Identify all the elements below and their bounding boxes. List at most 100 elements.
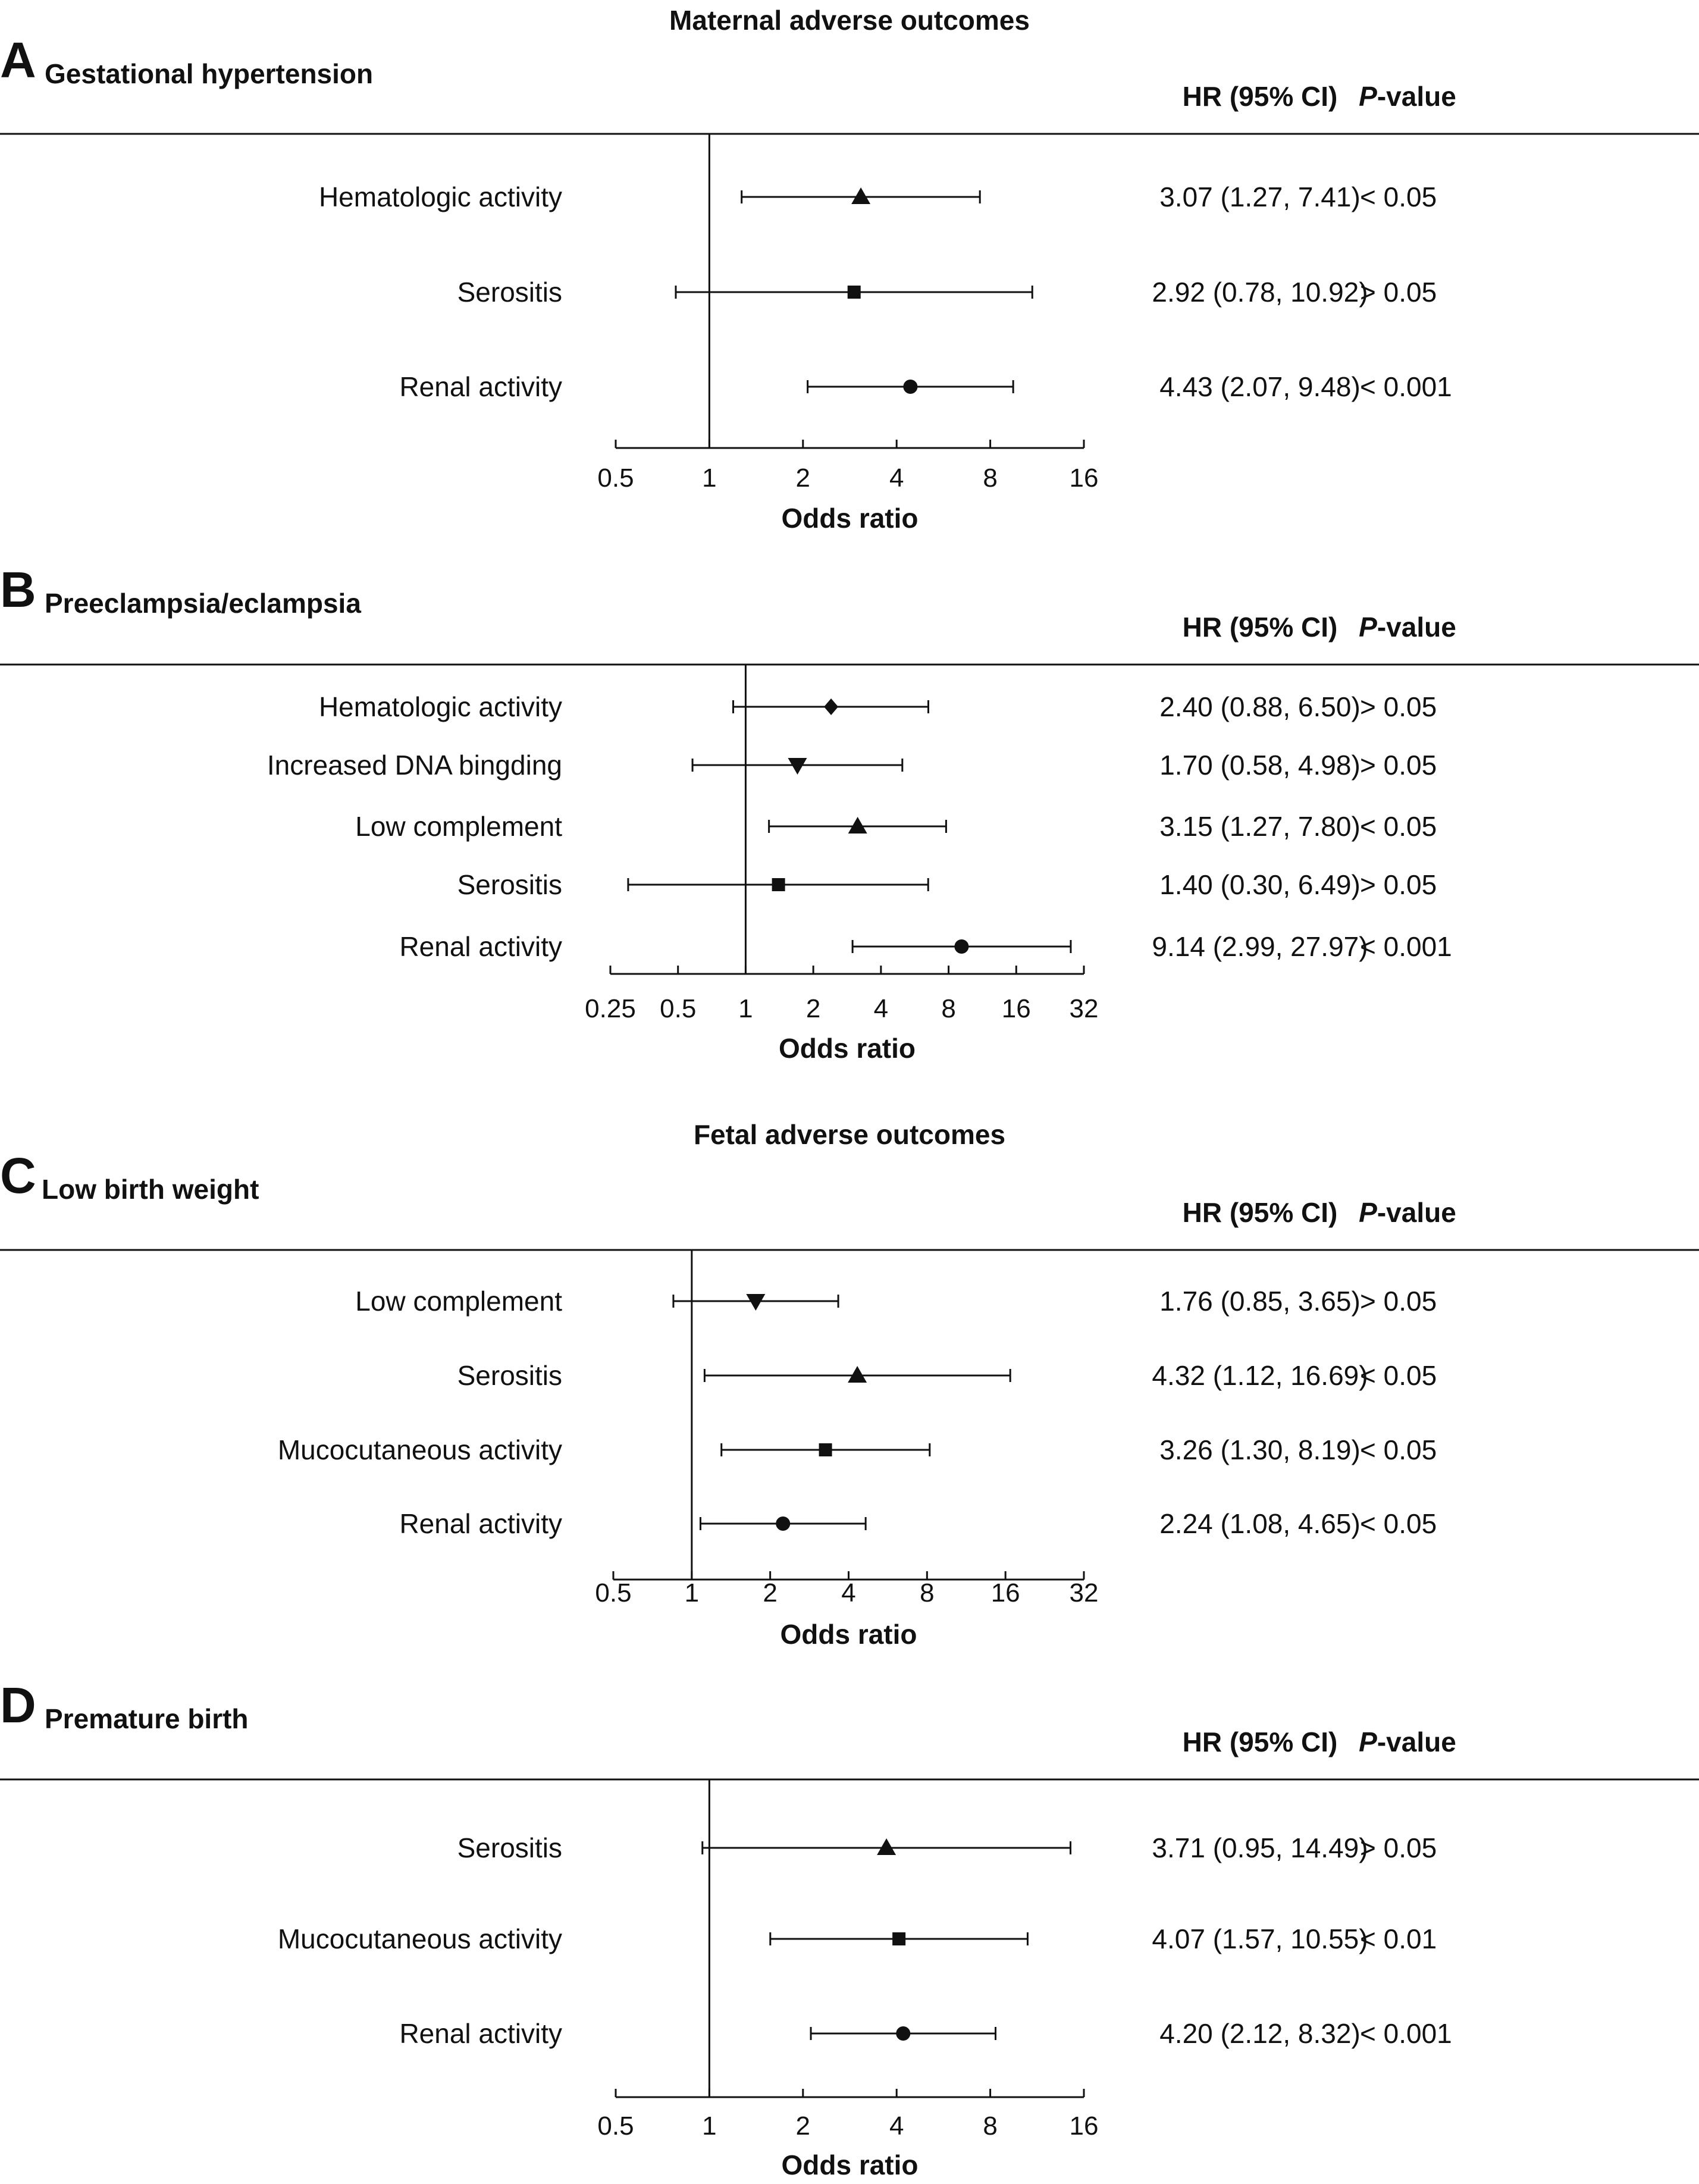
hr-ci-value: 9.14 (2.99, 27.97) xyxy=(1152,931,1368,962)
panel-title: Preeclampsia/eclampsia xyxy=(45,588,361,619)
x-tick-label: 1 xyxy=(702,463,716,493)
p-value: < 0.05 xyxy=(1360,181,1437,212)
panel-letter: B xyxy=(0,562,36,618)
x-tick-label: 8 xyxy=(983,2111,997,2141)
hr-ci-header: HR (95% CI) xyxy=(1183,612,1338,643)
hr-ci-value: 3.15 (1.27, 7.80) xyxy=(1159,811,1361,842)
p-value: < 0.05 xyxy=(1360,1434,1437,1465)
x-axis-label: Odds ratio xyxy=(781,503,918,534)
row-label: Serositis xyxy=(457,1360,562,1391)
hr-ci-value: 4.20 (2.12, 8.32) xyxy=(1159,2018,1361,2049)
x-tick-label: 2 xyxy=(763,1578,777,1608)
p-value: > 0.05 xyxy=(1360,750,1437,781)
forest-row: Hematologic activity 2.40 (0.88, 6.50) > 0… xyxy=(319,691,1437,722)
forest-row: Renal activity 2.24 (1.08, 4.65) < 0.05 xyxy=(399,1508,1437,1539)
x-tick-label: 0.5 xyxy=(660,994,696,1023)
point-estimate-triangle-up xyxy=(848,817,867,834)
x-tick-label: 0.5 xyxy=(597,463,634,493)
section-title-maternal: Maternal adverse outcomes xyxy=(669,5,1030,36)
forest-row: Renal activity 4.43 (2.07, 9.48) < 0.001 xyxy=(399,371,1452,402)
row-label: Renal activity xyxy=(399,1508,562,1539)
p-value-header: P-value xyxy=(1359,1726,1456,1757)
p-value: < 0.01 xyxy=(1360,1923,1437,1954)
x-axis-label: Odds ratio xyxy=(779,1033,916,1064)
x-tick-label: 16 xyxy=(1002,994,1031,1023)
x-tick-label: 1 xyxy=(738,994,753,1023)
panel-letter: D xyxy=(0,1677,36,1733)
x-tick-label: 8 xyxy=(941,994,955,1023)
p-value: > 0.05 xyxy=(1360,691,1437,722)
point-estimate-circle xyxy=(903,380,918,394)
x-axis-label: Odds ratio xyxy=(780,1619,917,1650)
point-estimate-square xyxy=(892,1932,906,1945)
panel-letter: C xyxy=(0,1148,36,1204)
forest-row: Mucocutaneous activity 4.07 (1.57, 10.55)… xyxy=(278,1923,1437,1954)
panel-letter: A xyxy=(0,32,36,88)
row-label: Low complement xyxy=(355,1286,562,1317)
forest-row: Renal activity 4.20 (2.12, 8.32) < 0.001 xyxy=(399,2018,1452,2049)
panel-title: Gestational hypertension xyxy=(45,58,373,89)
row-label: Hematologic activity xyxy=(319,691,562,722)
hr-ci-value: 1.76 (0.85, 3.65) xyxy=(1159,1286,1361,1317)
point-estimate-diamond xyxy=(824,698,839,715)
forest-row: Renal activity 9.14 (2.99, 27.97)< 0.001 xyxy=(399,931,1452,962)
p-value-header: P-value xyxy=(1359,81,1456,112)
section-title-fetal: Fetal adverse outcomes xyxy=(694,1119,1005,1150)
point-estimate-square xyxy=(847,286,861,299)
row-label: Serositis xyxy=(457,1832,562,1863)
x-tick-label: 4 xyxy=(841,1578,855,1608)
x-tick-label: 8 xyxy=(983,463,997,493)
p-value: > 0.05 xyxy=(1360,1286,1437,1317)
hr-ci-value: 3.71 (0.95, 14.49) xyxy=(1152,1832,1368,1863)
p-value-header: P-value xyxy=(1359,612,1456,643)
x-tick-label: 0.25 xyxy=(585,994,636,1023)
hr-ci-value: 3.07 (1.27, 7.41) xyxy=(1159,181,1361,212)
row-label: Renal activity xyxy=(399,2018,562,2049)
panel-c: C Low birth weight HR (95% CI) P-value 0.5 1 2… xyxy=(0,1148,1699,1650)
point-estimate-square xyxy=(819,1443,832,1456)
p-value: < 0.001 xyxy=(1360,931,1452,962)
x-tick-label: 32 xyxy=(1070,994,1099,1023)
row-label: Serositis xyxy=(457,277,562,308)
forest-row: Hematologic activity 3.07 (1.27, 7.41) < 0… xyxy=(319,181,1437,212)
forest-row: Serositis 4.32 (1.12, 16.69)< 0.05 xyxy=(457,1360,1437,1391)
x-tick-label: 4 xyxy=(889,463,904,493)
panel-title: Low birth weight xyxy=(42,1174,259,1205)
hr-ci-value: 3.26 (1.30, 8.19) xyxy=(1159,1434,1361,1465)
x-tick-label: 16 xyxy=(1070,463,1099,493)
point-estimate-triangle-down xyxy=(746,1294,766,1311)
hr-ci-value: 2.24 (1.08, 4.65) xyxy=(1159,1508,1361,1539)
hr-ci-value: 4.43 (2.07, 9.48) xyxy=(1159,371,1361,402)
x-tick-label: 2 xyxy=(806,994,820,1023)
hr-ci-value: 4.32 (1.12, 16.69) xyxy=(1152,1360,1368,1391)
p-value: < 0.05 xyxy=(1360,811,1437,842)
p-value: < 0.001 xyxy=(1360,371,1452,402)
forest-row: Serositis 3.71 (0.95, 14.49)> 0.05 xyxy=(457,1832,1437,1863)
x-axis-label: Odds ratio xyxy=(781,2149,918,2180)
forest-row: Mucocutaneous activity 3.26 (1.30, 8.19) <… xyxy=(278,1434,1437,1465)
x-tick-label: 16 xyxy=(1070,2111,1099,2141)
x-tick-label: 4 xyxy=(889,2111,904,2141)
point-estimate-triangle-up xyxy=(851,187,871,204)
panel-title: Premature birth xyxy=(45,1703,249,1734)
p-value: > 0.05 xyxy=(1360,1832,1437,1863)
x-tick-label: 0.5 xyxy=(597,2111,634,2141)
x-tick-label: 0.5 xyxy=(595,1578,631,1608)
panel-b: B Preeclampsia/eclampsia HR (95% CI) P-valu… xyxy=(0,562,1699,1064)
panel-d: D Premature birth HR (95% CI) P-value 0.5 1 2 4… xyxy=(0,1677,1699,2180)
row-label: Serositis xyxy=(457,869,562,900)
forest-row: Low complement 3.15 (1.27, 7.80) < 0.05 xyxy=(355,811,1437,842)
hr-ci-value: 1.70 (0.58, 4.98) xyxy=(1159,750,1361,781)
x-tick-label: 4 xyxy=(874,994,888,1023)
hr-ci-value: 1.40 (0.30, 6.49) xyxy=(1159,869,1361,900)
p-value: < 0.05 xyxy=(1360,1360,1437,1391)
forest-row: Serositis 2.92 (0.78, 10.92)> 0.05 xyxy=(457,277,1437,308)
row-label: Hematologic activity xyxy=(319,181,562,212)
forest-row: Low complement 1.76 (0.85, 3.65) > 0.05 xyxy=(355,1286,1437,1317)
point-estimate-triangle-up xyxy=(877,1838,896,1855)
row-label: Mucocutaneous activity xyxy=(278,1434,562,1465)
x-tick-label: 32 xyxy=(1070,1578,1099,1608)
p-value: < 0.05 xyxy=(1360,1508,1437,1539)
row-label: Renal activity xyxy=(399,931,562,962)
point-estimate-circle xyxy=(896,2026,911,2041)
